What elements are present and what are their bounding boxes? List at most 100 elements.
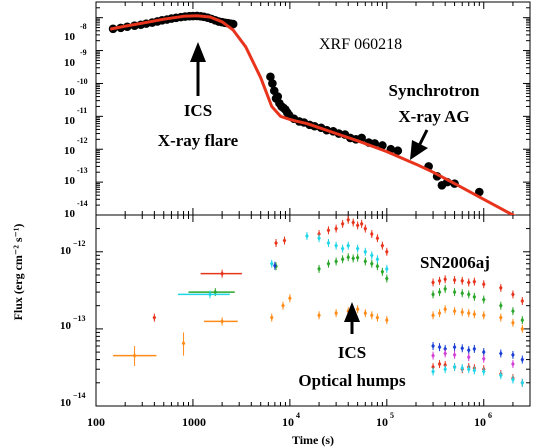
data-point [181, 340, 186, 347]
data-point [375, 314, 380, 321]
top-y-tick-label: 10-14 [64, 199, 88, 220]
data-point [466, 347, 471, 353]
data-point [443, 346, 447, 352]
svg-text:−14: −14 [73, 391, 86, 400]
data-point [346, 216, 351, 223]
data-point [355, 306, 360, 313]
svg-text:−13: −13 [73, 314, 86, 323]
annotation-xrf: XRF 060218 [319, 36, 402, 53]
data-point [369, 231, 374, 237]
svg-text:10: 10 [64, 145, 76, 157]
data-point [380, 269, 385, 275]
data-point [228, 19, 238, 29]
svg-text:10: 10 [64, 86, 76, 98]
bottom-y-tick-label: 10−12 [60, 239, 86, 257]
top-y-tick-label: 10-11 [64, 106, 87, 127]
data-point [220, 318, 224, 325]
svg-text:10: 10 [64, 57, 76, 69]
data-point [466, 366, 471, 373]
svg-text:-8: -8 [80, 22, 87, 31]
data-point [363, 248, 368, 255]
svg-text:10: 10 [64, 175, 76, 187]
top-y-tick-label: 10 -8 [64, 22, 87, 43]
bottom-panel-data [113, 215, 525, 387]
data-point [460, 309, 465, 315]
data-point [437, 278, 442, 284]
data-point [452, 364, 457, 370]
data-point [460, 345, 465, 352]
data-point [481, 281, 486, 287]
svg-text:-9: -9 [80, 48, 87, 57]
top-y-tick-label: 10-10 [64, 77, 88, 98]
x-axis-title: Time (s) [292, 433, 334, 447]
data-point [346, 254, 351, 261]
svg-text:-14: -14 [77, 199, 88, 208]
data-point [431, 343, 435, 349]
x-tick-label: 10 5 [376, 411, 394, 429]
data-point [472, 346, 477, 352]
data-point [385, 275, 389, 282]
bottom-y-tick-label: 10−14 [60, 391, 86, 409]
svg-text:-10: -10 [77, 77, 88, 86]
data-point [326, 240, 331, 246]
annotation-ics-xray: ICS [184, 101, 212, 120]
data-point [334, 242, 338, 249]
data-point [466, 279, 471, 286]
data-point [369, 260, 374, 267]
top-y-tick-label: 10 -9 [64, 48, 87, 69]
annotation-synchrotron: Synchrotron [388, 81, 480, 100]
data-point [452, 289, 457, 295]
data-point [437, 344, 442, 350]
data-point [452, 277, 457, 283]
annotation-sn2006aj: SN2006aj [420, 253, 490, 272]
data-point [443, 366, 447, 373]
data-point [437, 310, 442, 316]
data-point [511, 376, 515, 383]
data-point [472, 367, 477, 374]
data-point [317, 235, 321, 242]
data-point [431, 352, 435, 359]
top-y-tick-label: 10-12 [64, 136, 88, 157]
data-point [340, 256, 345, 263]
data-point [520, 379, 525, 386]
data-point [431, 279, 435, 286]
annotation-xray-ag: X-ray AG [398, 107, 469, 126]
data-point [431, 291, 435, 298]
svg-text:-12: -12 [77, 136, 88, 145]
svg-text:10: 10 [474, 415, 486, 429]
data-point [269, 314, 274, 321]
data-point [273, 262, 277, 269]
data-point [481, 368, 486, 375]
data-point [520, 317, 525, 323]
data-point [363, 310, 368, 316]
svg-text:10: 10 [376, 415, 388, 429]
data-point [282, 237, 287, 244]
data-point [481, 312, 486, 319]
data-point [481, 355, 486, 362]
top-panel-data [108, 11, 516, 215]
data-point [380, 242, 385, 249]
data-point [305, 233, 309, 239]
data-point [511, 352, 515, 358]
data-point [437, 361, 442, 367]
svg-text:10: 10 [60, 245, 72, 257]
data-point [274, 240, 278, 246]
svg-text:10: 10 [64, 31, 76, 43]
data-point [317, 266, 321, 272]
svg-text:−12: −12 [73, 239, 86, 248]
data-point [499, 285, 503, 291]
data-point [266, 72, 275, 82]
data-point [472, 311, 477, 318]
data-point [472, 294, 477, 300]
data-point [466, 354, 471, 360]
data-point [132, 352, 137, 359]
top-y-tick-label: 10-13 [64, 166, 88, 187]
data-point [375, 235, 380, 242]
data-point [499, 302, 503, 309]
x-tick-label: 1000 [182, 415, 206, 429]
data-point [511, 308, 515, 314]
data-point [369, 252, 374, 259]
svg-text:6: 6 [488, 411, 492, 420]
arrow-icon [410, 129, 429, 160]
